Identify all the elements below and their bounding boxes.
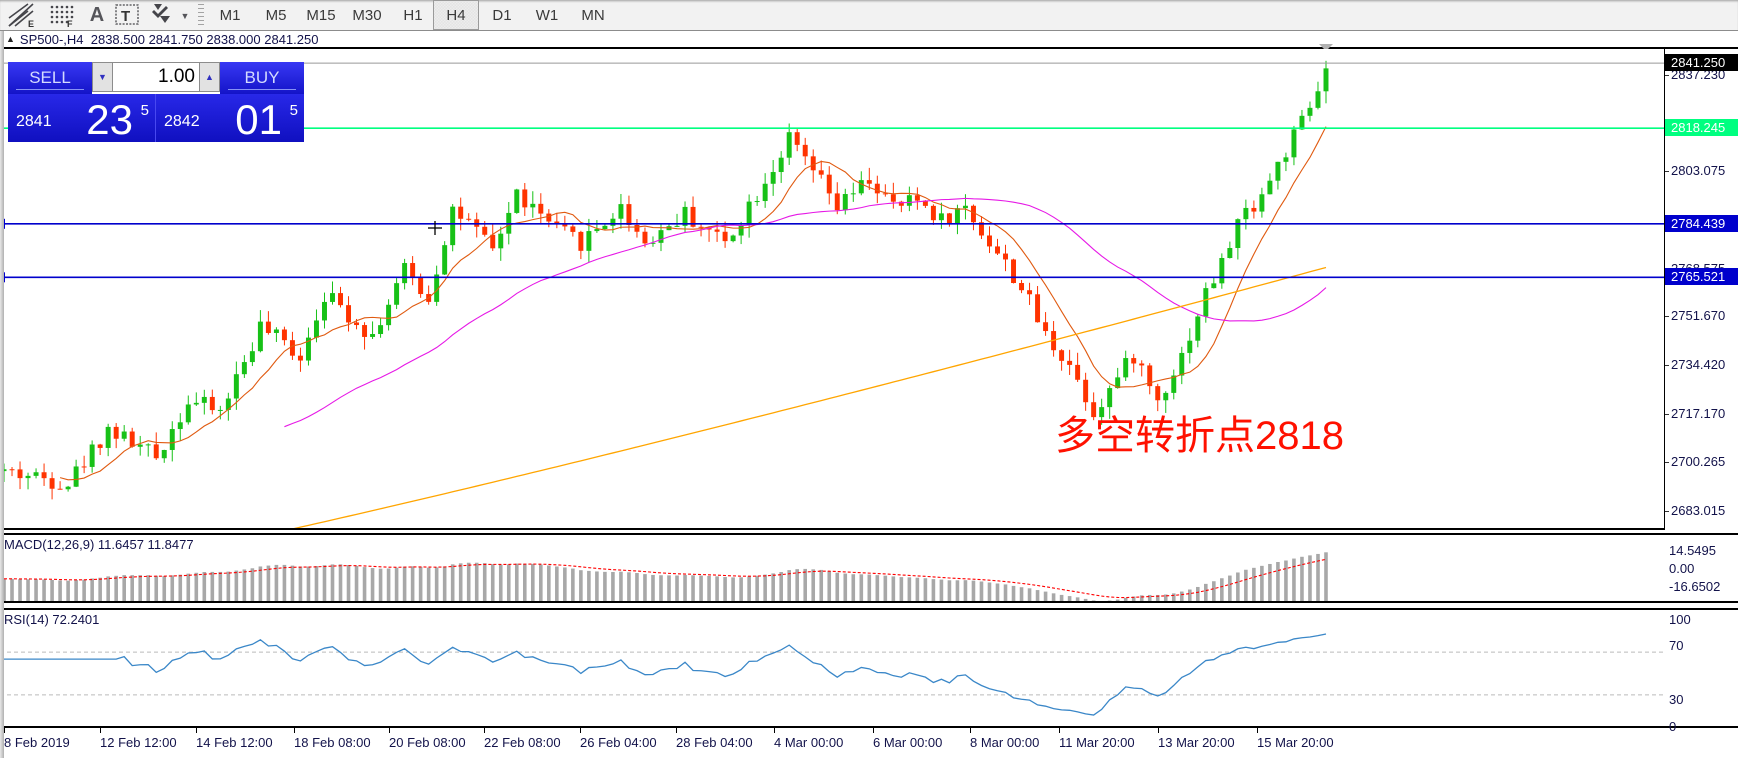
svg-text:E: E (28, 19, 34, 29)
svg-text:多空转折点2818: 多空转折点2818 (1055, 414, 1344, 458)
svg-text:T: T (121, 8, 130, 25)
svg-text:F: F (67, 19, 73, 29)
